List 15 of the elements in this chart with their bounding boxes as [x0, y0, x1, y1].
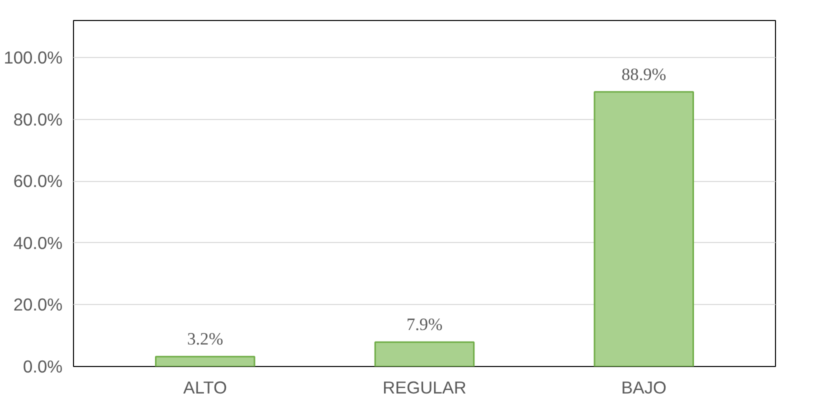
- y-tick-label: 80.0%: [13, 109, 63, 130]
- x-tick-label: BAJO: [621, 378, 667, 398]
- data-label: 3.2%: [187, 330, 224, 349]
- x-tick-label: ALTO: [183, 378, 227, 398]
- y-tick-label: 20.0%: [13, 294, 63, 315]
- bar: [155, 356, 256, 366]
- x-tick-label: REGULAR: [382, 378, 466, 398]
- data-label: 88.9%: [621, 64, 666, 84]
- y-tick-label: 60.0%: [13, 171, 63, 192]
- y-tick-label: 0.0%: [23, 356, 63, 376]
- y-tick-label: 40.0%: [13, 232, 63, 253]
- bar: [594, 91, 694, 366]
- y-tick-label: 100.0%: [4, 48, 63, 68]
- bar: [374, 341, 475, 366]
- data-label: 7.9%: [406, 315, 443, 334]
